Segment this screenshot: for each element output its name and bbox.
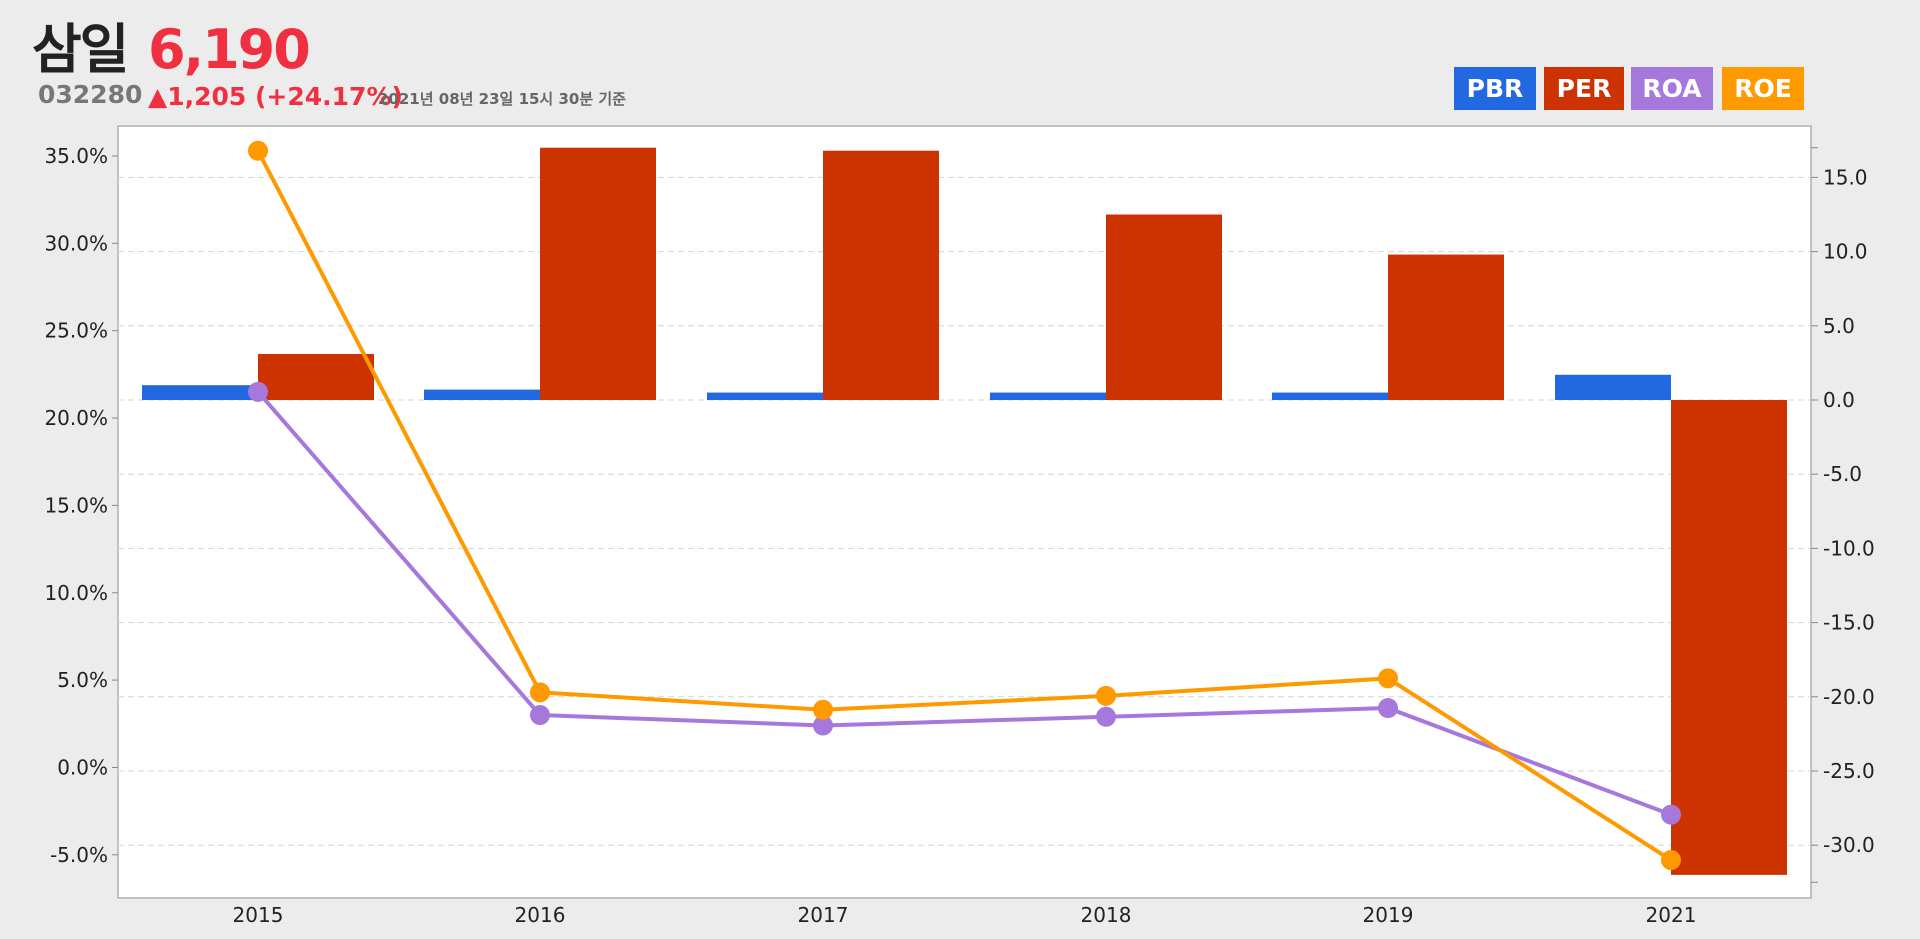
right-axis-tick-label: -20.0 bbox=[1823, 685, 1875, 709]
roa-point bbox=[530, 705, 550, 726]
price-change: ▲1,205 (+24.17%) bbox=[148, 82, 403, 111]
roa-point bbox=[1661, 804, 1681, 825]
roe-point bbox=[248, 140, 268, 161]
pbr-bar bbox=[707, 392, 823, 400]
pbr-bar bbox=[990, 392, 1106, 400]
x-axis-tick-label: 2019 bbox=[1363, 903, 1414, 927]
pbr-bar bbox=[142, 385, 258, 400]
stock-header: 삼일 6,190 032280 ▲1,205 (+24.17%) 2021년 0… bbox=[0, 0, 1920, 125]
pbr-bar bbox=[1555, 374, 1671, 400]
x-axis-tick-label: 2016 bbox=[515, 903, 566, 927]
left-axis-tick-label: 0.0% bbox=[57, 755, 108, 779]
roa-line bbox=[256, 390, 1672, 817]
roe-point bbox=[530, 682, 550, 703]
left-axis-tick-label: 15.0% bbox=[44, 493, 108, 517]
left-axis-tick-label: 25.0% bbox=[44, 319, 108, 343]
per-bar bbox=[1106, 214, 1222, 400]
legend-roa[interactable]: ROA bbox=[1631, 67, 1713, 110]
plot-area bbox=[117, 125, 1812, 899]
roa-point bbox=[813, 715, 833, 736]
per-bar bbox=[823, 150, 939, 400]
roe-point bbox=[813, 699, 833, 720]
timestamp: 2021년 08년 23일 15시 30분 기준 bbox=[378, 90, 626, 108]
left-axis-tick-label: 35.0% bbox=[44, 144, 108, 168]
per-bar bbox=[1388, 254, 1504, 400]
x-axis-tick-label: 2021 bbox=[1646, 903, 1697, 927]
right-axis-tick-label: -15.0 bbox=[1823, 611, 1875, 635]
roe-point bbox=[1378, 668, 1398, 689]
right-axis-tick-label: -10.0 bbox=[1823, 536, 1875, 560]
roa-point bbox=[1096, 706, 1116, 727]
x-axis-tick-label: 2017 bbox=[798, 903, 849, 927]
right-axis-tick-label: 5.0 bbox=[1823, 314, 1855, 338]
pbr-bar bbox=[424, 389, 540, 400]
per-bar bbox=[258, 353, 374, 400]
right-axis-tick-label: -25.0 bbox=[1823, 759, 1875, 783]
roe-line bbox=[256, 149, 1673, 862]
per-bar bbox=[1671, 400, 1787, 875]
roe-point bbox=[1661, 850, 1681, 871]
right-axis-tick-label: 0.0 bbox=[1823, 388, 1855, 412]
right-axis-tick-label: -5.0 bbox=[1823, 462, 1862, 486]
right-axis-tick-label: 15.0 bbox=[1823, 165, 1868, 189]
legend-roe[interactable]: ROE bbox=[1722, 67, 1804, 110]
legend-per[interactable]: PER bbox=[1544, 67, 1624, 110]
x-axis-tick-label: 2015 bbox=[233, 903, 284, 927]
stock-code: 032280 bbox=[38, 80, 143, 109]
left-axis-tick-label: 10.0% bbox=[44, 581, 108, 605]
left-axis-tick-label: 30.0% bbox=[44, 231, 108, 255]
pbr-bar bbox=[1272, 392, 1388, 400]
company-name: 삼일 bbox=[32, 18, 129, 81]
left-axis-tick-label: -5.0% bbox=[50, 843, 108, 867]
roa-point bbox=[248, 381, 268, 402]
current-price: 6,190 bbox=[148, 18, 311, 81]
roa-point bbox=[1378, 698, 1398, 719]
legend-pbr[interactable]: PBR bbox=[1454, 67, 1536, 110]
right-axis-tick-label: 10.0 bbox=[1823, 240, 1868, 264]
left-axis-tick-label: 5.0% bbox=[57, 668, 108, 692]
left-axis-tick-label: 20.0% bbox=[44, 406, 108, 430]
right-axis-tick-label: -30.0 bbox=[1823, 833, 1875, 857]
roe-point bbox=[1096, 685, 1116, 706]
per-bar bbox=[540, 147, 656, 400]
x-axis-tick-label: 2018 bbox=[1081, 903, 1132, 927]
